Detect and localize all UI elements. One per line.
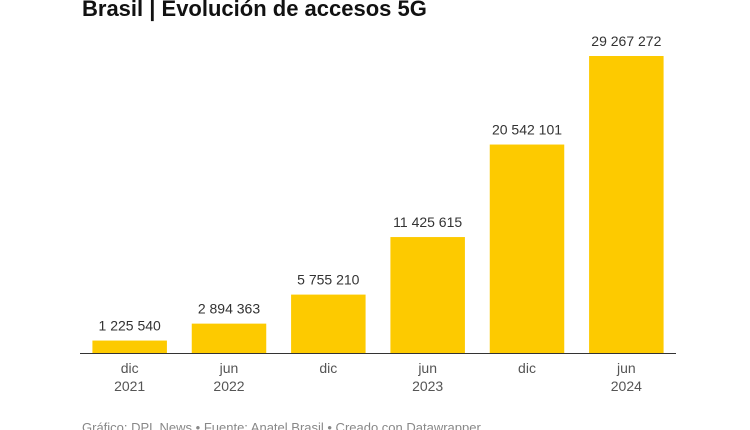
- x-tick-label: jun: [616, 360, 636, 376]
- value-label: 2 894 363: [198, 301, 260, 317]
- bar: [390, 237, 465, 353]
- x-tick-label: dic: [518, 360, 536, 376]
- chart-title: Brasil | Evolución de accesos 5G: [82, 0, 427, 21]
- value-label: 29 267 272: [591, 33, 661, 49]
- value-label: 11 425 615: [393, 214, 462, 230]
- footer: Gráfico: DPL News • Fuente: Anatel Brasi…: [82, 420, 481, 430]
- x-tick-year: 2021: [114, 378, 145, 394]
- bar: [92, 340, 167, 353]
- x-tick-label: dic: [319, 360, 337, 376]
- x-tick-year: 2023: [412, 378, 443, 394]
- value-label: 1 225 540: [99, 318, 161, 334]
- x-tick-label: jun: [417, 360, 437, 376]
- bar: [191, 323, 267, 353]
- x-tick-label: jun: [219, 360, 239, 376]
- bar: [291, 294, 366, 353]
- bar: [489, 144, 565, 353]
- bar: [589, 56, 664, 353]
- value-label: 5 755 210: [297, 272, 359, 288]
- x-tick-year: 2024: [611, 378, 642, 394]
- x-tick-label: dic: [121, 360, 139, 376]
- x-tick-year: 2022: [213, 378, 244, 394]
- value-label: 20 542 101: [492, 122, 562, 138]
